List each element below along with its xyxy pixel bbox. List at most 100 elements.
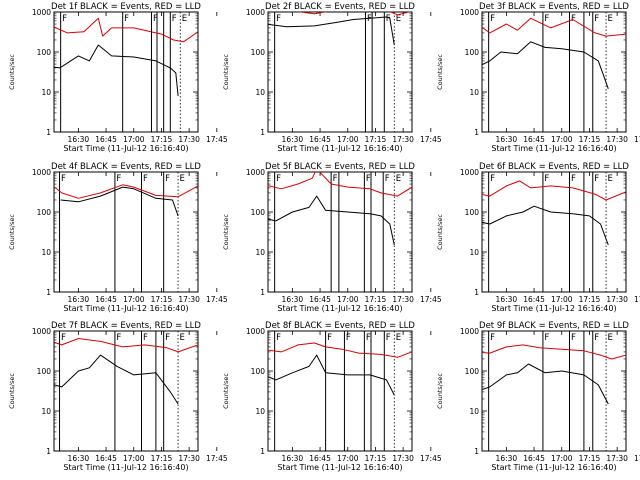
x-tick-label: 17:30 [178,454,200,463]
y-tick-label: 10 [255,88,265,97]
x-tick-label: 16:30 [282,295,304,304]
x-tick-label: 17:45 [206,454,228,463]
region-flag: E [608,14,613,24]
region-flag: F [143,333,148,343]
x-axis-label: Start Time (11-Jul-12 16:16:40) [277,144,402,153]
chart-title: Det 5f BLACK = Events, RED = LLD [265,162,415,172]
series-group [54,184,198,217]
plot-frame [53,171,199,293]
y-tick-label: 100 [251,48,266,57]
events-series-line [482,363,609,405]
region-flag: F [366,333,371,343]
region-flag: E [180,174,185,184]
region-flag: F [594,174,599,184]
x-axis-label: Start Time (11-Jul-12 16:16:40) [63,463,188,472]
chart-title: Det 4f BLACK = Events, RED = LLD [51,162,201,172]
x-tick-label: 17:15 [579,135,601,144]
y-tick-label: 1000 [32,327,51,336]
x-axis-label: Start Time (11-Jul-12 16:16:40) [491,304,616,313]
region-flag: F [172,14,177,24]
x-tick-label: 17:15 [151,135,173,144]
region-flag: F [62,14,67,24]
x-tick-label: 17:30 [392,454,414,463]
region-flag: F [124,14,129,24]
y-tick-label: 1000 [32,168,51,177]
x-tick-label: 17:15 [579,295,601,304]
x-tick-label: 17:45 [634,295,640,304]
x-tick-label: 17:00 [337,295,359,304]
x-tick-label: 17:15 [151,454,173,463]
lld-series-line [482,344,626,360]
x-tick-label: 17:30 [606,135,628,144]
events-series-line [54,44,179,96]
lld-series-line [268,342,412,358]
series-group [268,342,412,396]
region-flag: F [490,174,495,184]
chart-panel-8: Det 8f BLACK = Events, RED = LLD 1 10 100 10… [222,321,442,472]
lld-series-line [482,180,626,201]
region-flag: F [490,14,495,24]
plot-frame [267,330,413,452]
y-tick-label: 10 [41,88,51,97]
y-tick-label: 10 [469,88,479,97]
chart-title: Det 7f BLACK = Events, RED = LLD [51,321,201,331]
y-tick-label: 10 [255,407,265,416]
events-series-line [268,354,395,396]
y-tick-label: 1000 [460,168,479,177]
region-flag: F [276,174,281,184]
x-tick-label: 17:00 [123,135,145,144]
events-series-line [482,41,609,89]
lld-series-line [54,184,198,199]
y-tick-label: 100 [465,367,480,376]
region-flag: F [61,333,66,343]
events-series-line [268,195,395,246]
region-flag: F [386,333,391,343]
x-tick-label: 17:00 [551,295,573,304]
x-tick-label: 17:00 [551,454,573,463]
x-tick-label: 17:30 [392,135,414,144]
x-tick-label: 16:45 [523,454,545,463]
x-tick-label: 17:00 [123,295,145,304]
region-flag: F [594,14,599,24]
lld-series-line [268,172,412,197]
x-tick-label: 17:45 [420,454,442,463]
lld-series-line [296,12,411,16]
x-tick-label: 17:15 [365,454,387,463]
chart-title: Det 3f BLACK = Events, RED = LLD [479,2,629,12]
lld-series-line [482,17,626,37]
x-axis-label: Start Time (11-Jul-12 16:16:40) [491,463,616,472]
y-tick-label: 1 [46,128,51,137]
plot-frame [53,330,199,452]
y-tick-label: 1000 [460,8,479,17]
x-axis-label: Start Time (11-Jul-12 16:16:40) [63,144,188,153]
x-tick-label: 17:30 [392,295,414,304]
series-group [54,17,198,96]
y-tick-label: 1000 [32,8,51,17]
series-group [54,338,198,405]
region-flag: F [366,174,371,184]
x-tick-label: 17:45 [206,135,228,144]
x-tick-label: 17:00 [551,135,573,144]
y-tick-label: 1 [260,447,265,456]
x-tick-label: 16:45 [309,454,331,463]
region-flag: F [385,174,390,184]
region-flag: F [544,14,549,24]
chart-panel-5: Det 5f BLACK = Events, RED = LLD 1 10 100 10… [222,162,442,313]
y-tick-label: 100 [465,48,480,57]
region-flag: F [61,174,66,184]
x-tick-label: 16:30 [68,454,90,463]
y-axis-label: Counts/sec [8,373,16,409]
y-tick-label: 1000 [246,168,265,177]
x-axis-label: Start Time (11-Jul-12 16:16:40) [277,304,402,313]
chart-panel-1: Det 1f BLACK = Events, RED = LLD 1 10 100 10… [8,2,228,153]
region-flag: E [608,333,613,343]
region-flag: E [180,333,185,343]
x-tick-label: 16:30 [496,135,518,144]
y-tick-label: 1000 [246,327,265,336]
x-tick-label: 17:00 [337,135,359,144]
y-tick-label: 1 [46,288,51,297]
x-tick-label: 16:45 [309,295,331,304]
y-axis-label: Counts/sec [436,214,444,250]
region-flag: E [396,333,401,343]
